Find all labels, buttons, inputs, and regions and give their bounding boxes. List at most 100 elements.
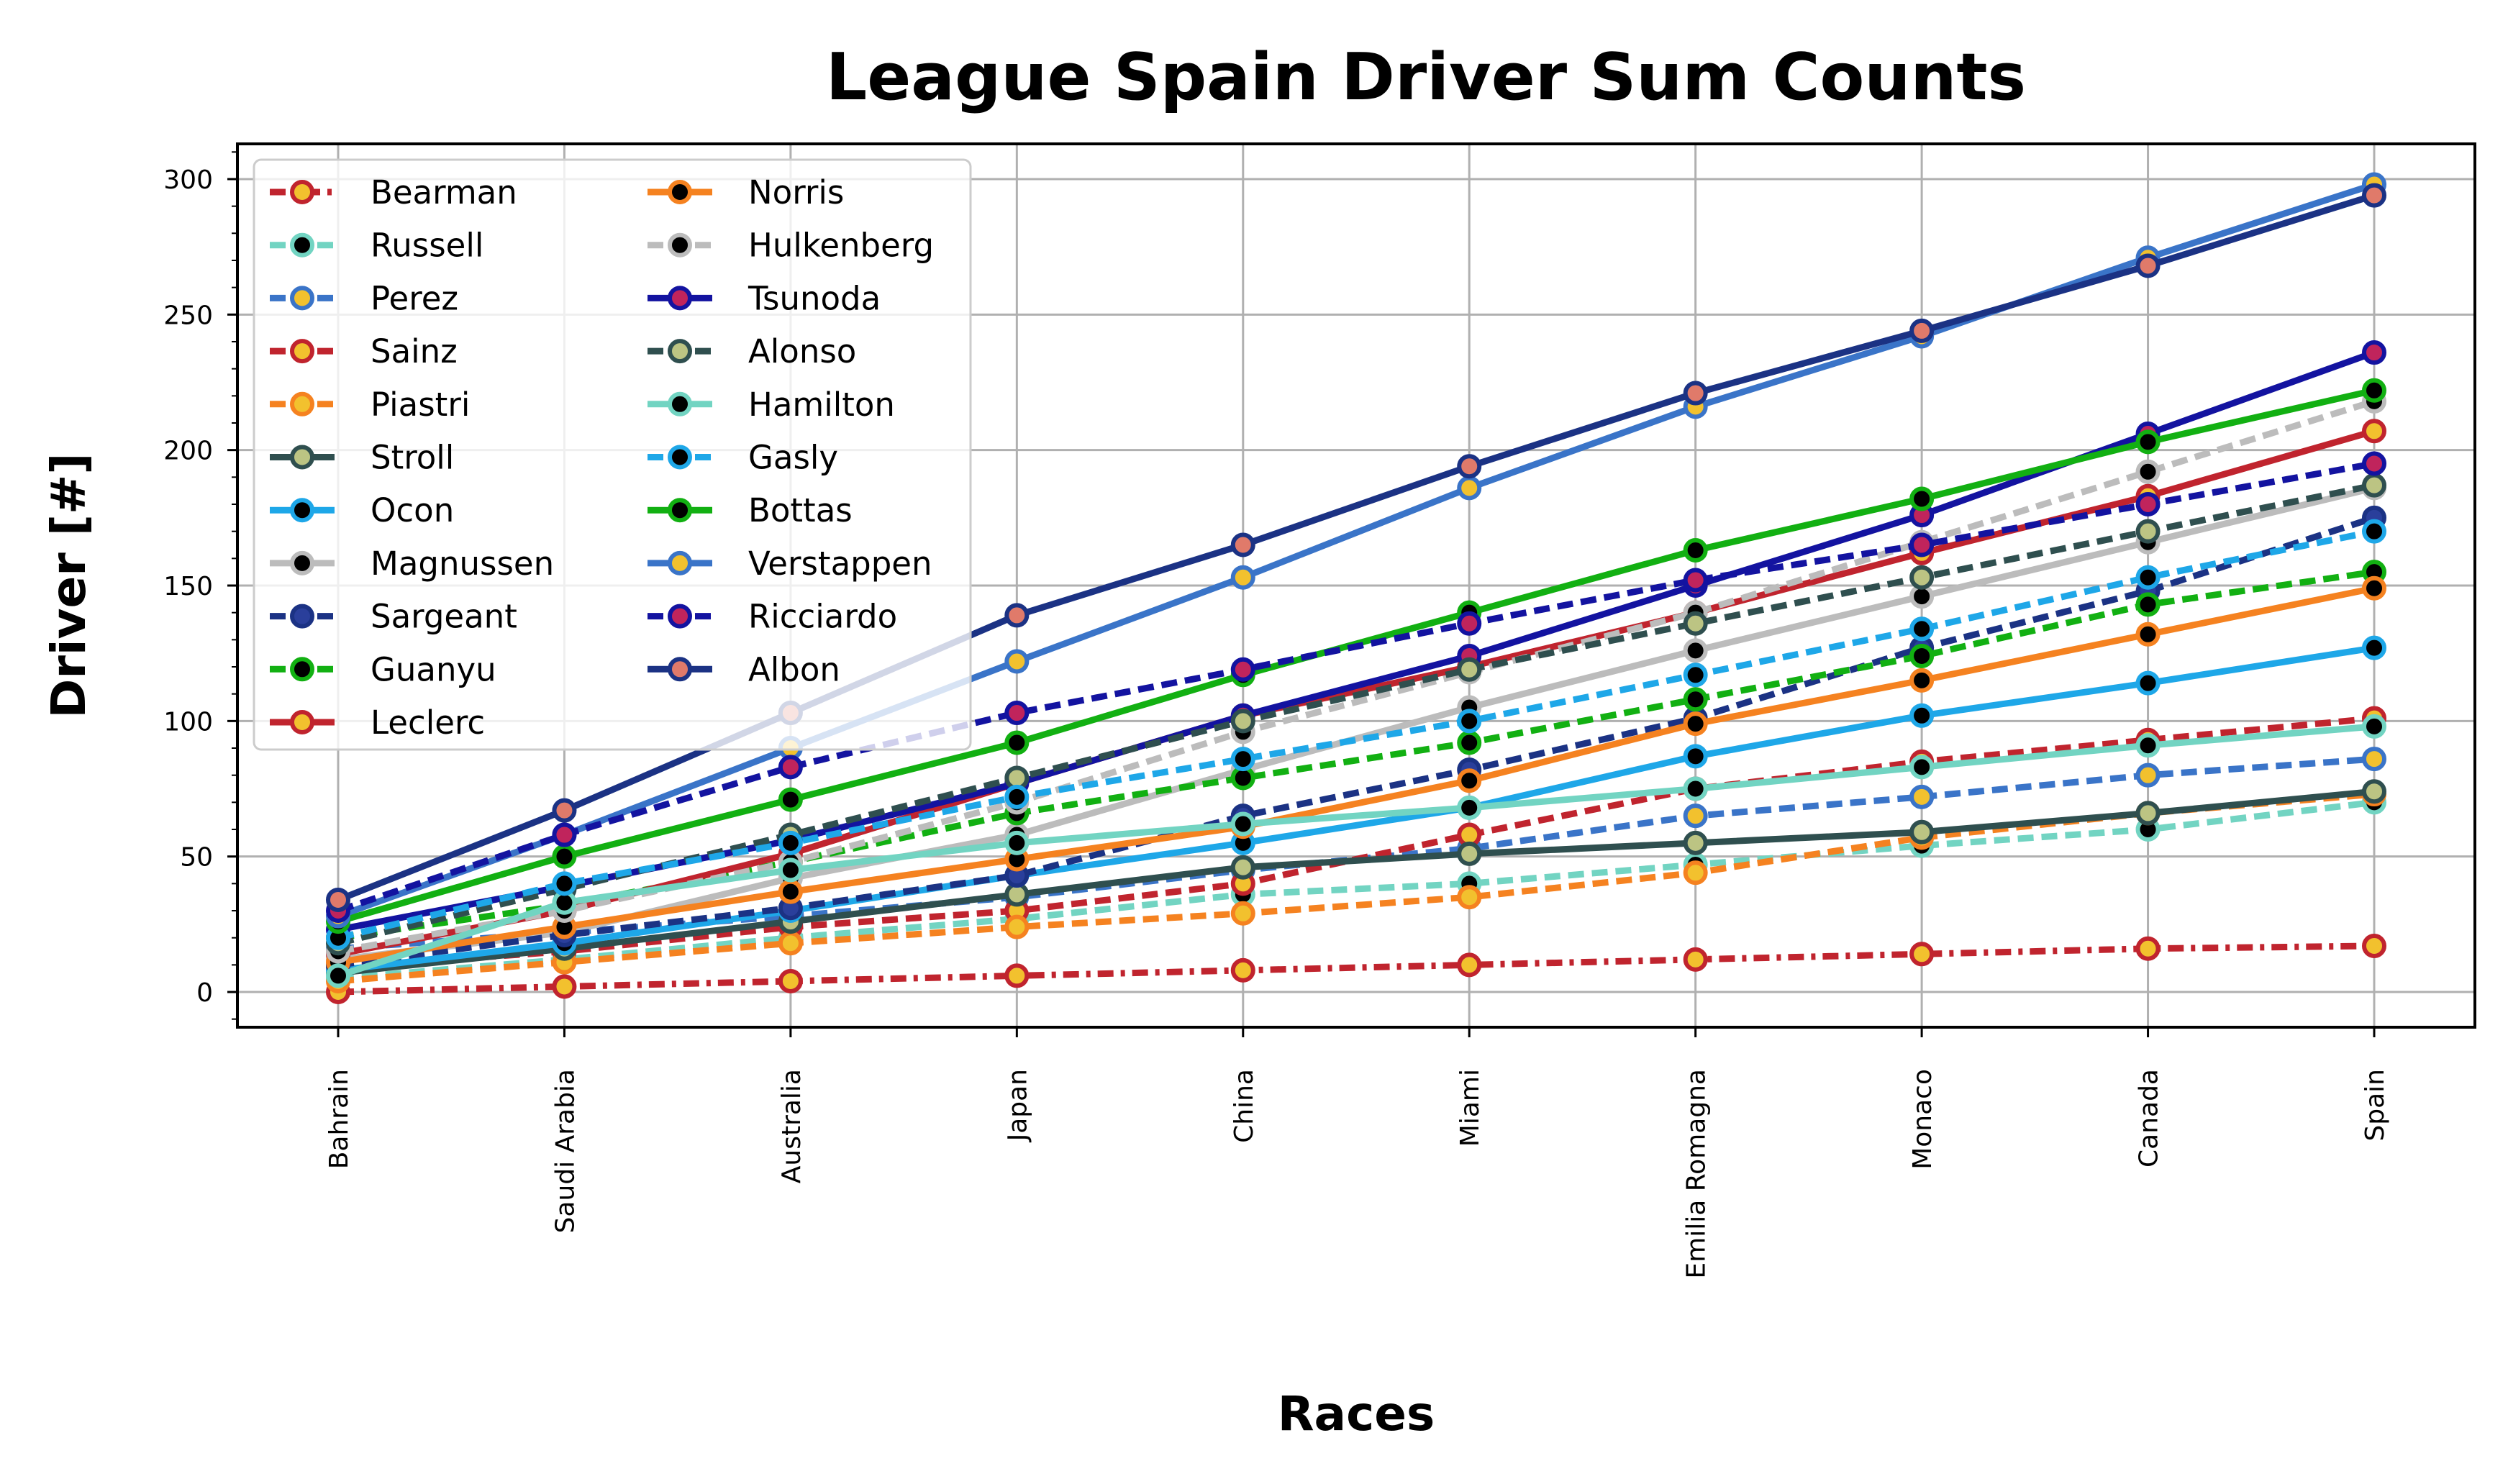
data-point bbox=[778, 968, 803, 993]
legend-entry: Magnussen bbox=[270, 545, 554, 583]
data-point bbox=[2135, 565, 2161, 590]
legend-marker bbox=[290, 232, 314, 258]
x-tick-label: Australia bbox=[777, 1069, 807, 1183]
data-point bbox=[326, 887, 350, 912]
legend-label: Guanyu bbox=[371, 650, 496, 688]
data-point bbox=[1457, 952, 1482, 978]
data-point bbox=[1230, 901, 1255, 926]
legend-label: Sainz bbox=[371, 332, 458, 370]
data-point bbox=[552, 798, 577, 823]
data-point bbox=[1457, 768, 1482, 793]
data-point bbox=[1909, 318, 1935, 343]
data-point bbox=[1683, 804, 1708, 829]
legend-label: Bottas bbox=[748, 491, 853, 529]
series-line bbox=[337, 645, 2375, 974]
legend-marker bbox=[290, 710, 314, 734]
y-tick-label: 150 bbox=[163, 572, 213, 601]
series-line bbox=[337, 585, 2375, 966]
data-point bbox=[1457, 454, 1482, 479]
data-point bbox=[2362, 473, 2386, 498]
legend-entry: Sainz bbox=[270, 332, 458, 370]
legend-label: Hulkenberg bbox=[748, 227, 934, 265]
legend-marker bbox=[668, 180, 692, 204]
data-point bbox=[2362, 933, 2386, 958]
legend-label: Leclerc bbox=[371, 704, 485, 742]
data-point bbox=[2135, 519, 2161, 544]
data-point bbox=[326, 963, 350, 988]
data-point bbox=[2362, 635, 2386, 660]
data-point bbox=[1457, 885, 1482, 910]
data-point bbox=[1909, 784, 1935, 809]
data-point bbox=[2362, 340, 2386, 365]
legend-label: Magnussen bbox=[371, 545, 554, 583]
legend-entry: Tsunoda bbox=[648, 279, 881, 317]
legend-marker bbox=[290, 180, 314, 204]
legend-marker bbox=[668, 391, 692, 416]
series-line bbox=[337, 942, 2375, 996]
y-axis-label: Driver [#] bbox=[41, 453, 96, 719]
legend-label: Verstappen bbox=[748, 545, 932, 583]
data-point bbox=[1230, 957, 1255, 983]
data-point bbox=[2135, 801, 2161, 826]
x-tick-label: Miami bbox=[1455, 1069, 1485, 1147]
data-point bbox=[2135, 622, 2161, 647]
data-point bbox=[2362, 779, 2386, 804]
data-point bbox=[2362, 419, 2386, 444]
data-point bbox=[1457, 657, 1482, 682]
data-point bbox=[1683, 860, 1708, 886]
data-point bbox=[778, 879, 803, 904]
y-tick-label: 100 bbox=[163, 707, 213, 737]
legend-label: Tsunoda bbox=[748, 279, 881, 317]
data-point bbox=[778, 931, 803, 956]
x-tick-label: China bbox=[1230, 1069, 1259, 1143]
data-point bbox=[1004, 701, 1030, 726]
legend-marker bbox=[290, 445, 314, 470]
data-point bbox=[2135, 491, 2161, 516]
data-point bbox=[2362, 575, 2386, 601]
series-hamilton bbox=[326, 714, 2386, 988]
series-gasly bbox=[326, 519, 2386, 950]
y-tick-label: 0 bbox=[196, 978, 213, 1008]
legend-label: Stroll bbox=[371, 439, 454, 477]
data-point bbox=[1909, 668, 1935, 693]
data-point bbox=[1683, 711, 1708, 737]
data-point bbox=[1457, 475, 1482, 501]
data-point bbox=[552, 974, 577, 999]
x-tick-label: Spain bbox=[2361, 1069, 2390, 1142]
data-point bbox=[1683, 638, 1708, 663]
data-point bbox=[1683, 744, 1708, 769]
legend-entry: Hamilton bbox=[648, 386, 895, 424]
data-point bbox=[552, 822, 577, 847]
data-point bbox=[2135, 936, 2161, 961]
legend-marker bbox=[668, 550, 692, 575]
legend-entry: Ricciardo bbox=[648, 598, 897, 636]
y-tick-label: 250 bbox=[163, 301, 213, 330]
series-line bbox=[337, 514, 2376, 968]
data-point bbox=[1457, 730, 1482, 755]
legend-entry: Perez bbox=[270, 279, 458, 317]
data-point bbox=[2362, 714, 2386, 739]
data-point bbox=[552, 844, 577, 869]
legend-entry: Stroll bbox=[270, 439, 454, 477]
legend-label: Bearman bbox=[371, 173, 517, 211]
data-point bbox=[552, 871, 577, 896]
data-point bbox=[1683, 947, 1708, 972]
y-tick-label: 50 bbox=[180, 843, 213, 873]
data-point bbox=[2135, 592, 2161, 617]
legend-entry: Verstappen bbox=[648, 545, 932, 583]
series-line bbox=[337, 482, 2375, 947]
data-point bbox=[1683, 830, 1708, 855]
data-point bbox=[1230, 747, 1255, 772]
legend-label: Russell bbox=[371, 227, 483, 265]
series-line bbox=[337, 485, 2376, 963]
legend-marker bbox=[290, 498, 314, 523]
x-axis-label: Races bbox=[1278, 1386, 1435, 1442]
data-point bbox=[1230, 811, 1255, 837]
data-point bbox=[1230, 657, 1255, 682]
legend: Bearman Russell Perez Sainz Piastri Stroll Oco… bbox=[253, 158, 972, 751]
series-lines bbox=[326, 172, 2386, 1005]
series-line bbox=[337, 798, 2375, 982]
data-point bbox=[1004, 963, 1030, 988]
legend-marker bbox=[668, 339, 692, 364]
